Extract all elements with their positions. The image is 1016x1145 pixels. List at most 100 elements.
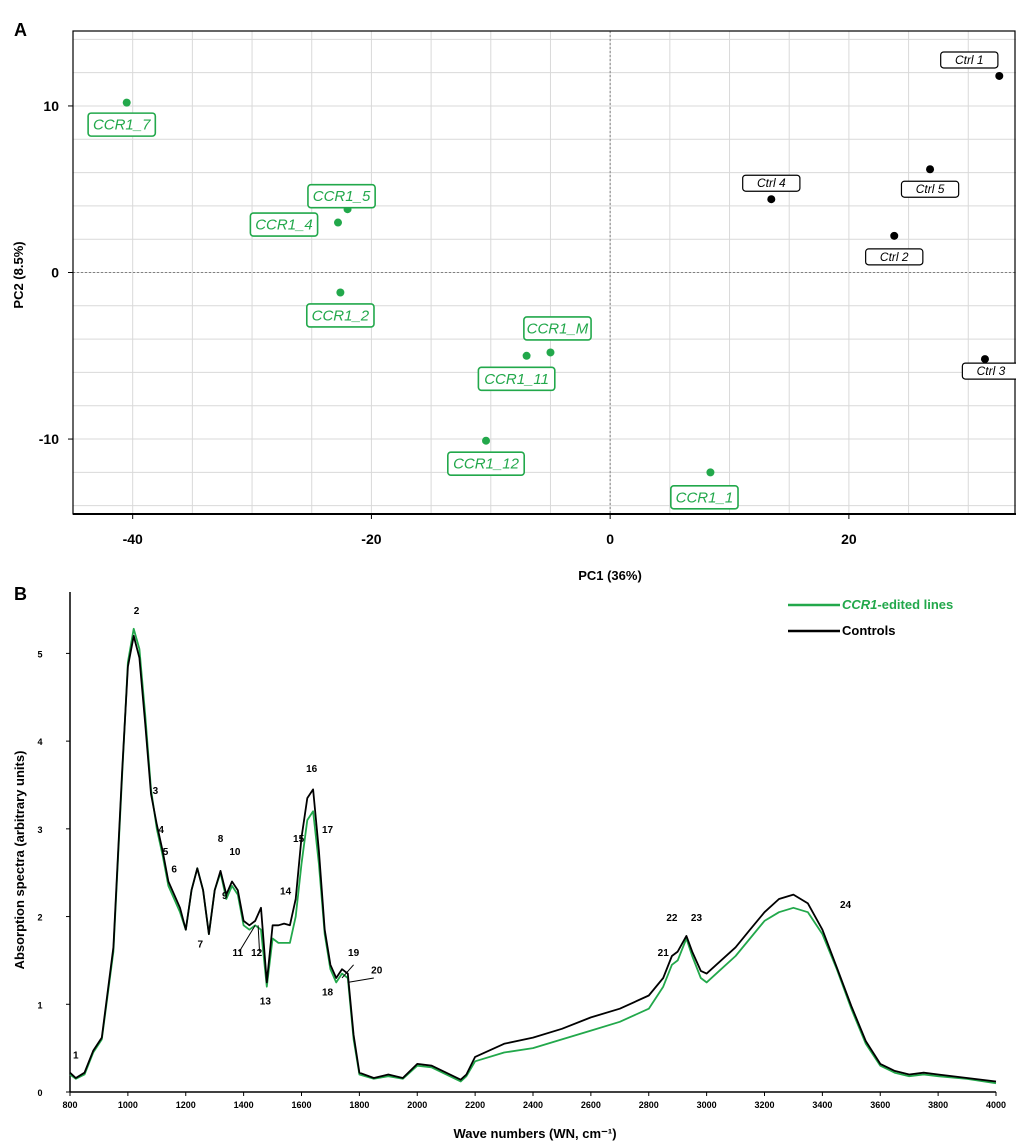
panel-b-series	[69, 627, 997, 1085]
peak-annotation: 3	[153, 786, 159, 797]
peak-annotation: 2	[134, 606, 140, 617]
peak-annotation: 21	[658, 948, 670, 959]
point-label: Ctrl 2	[880, 250, 909, 264]
panel-a-x-axis-label: PC1 (36%)	[578, 568, 642, 583]
point-label: CCR1_2	[312, 307, 370, 324]
peak-annotation: 14	[280, 887, 292, 898]
legend-edited-italic: CCR1	[842, 597, 877, 612]
x-tick-label: 2000	[407, 1100, 427, 1110]
point-ccr1-m	[546, 348, 555, 357]
point-label: CCR1_1	[676, 489, 734, 506]
x-tick-label: 3600	[870, 1100, 890, 1110]
peak-annotation: 12	[251, 948, 263, 959]
point-label-box	[447, 451, 526, 477]
peak-annotation: 22	[666, 913, 678, 924]
point-ccr1-4	[333, 218, 342, 227]
point-label-box	[961, 362, 1016, 380]
point-label: CCR1_7	[93, 117, 151, 134]
panel-b-x-axis-label: Wave numbers (WN, cm⁻¹)	[453, 1126, 616, 1141]
panel-b-y-axis-label: Absorption spectra (arbitrary units)	[12, 751, 27, 970]
x-tick-label: 1000	[118, 1100, 138, 1110]
x-tick-label: 0	[606, 531, 614, 547]
peak-annotation: 9	[222, 891, 228, 902]
point-label-box	[523, 316, 592, 341]
point-label: Ctrl 5	[916, 182, 945, 196]
x-tick-label: 800	[62, 1100, 77, 1110]
x-tick-label: 4000	[986, 1100, 1006, 1110]
point-label-box	[900, 180, 960, 198]
peak-annotation: 15	[293, 834, 305, 845]
point-label: Ctrl 1	[955, 53, 984, 67]
y-tick-label: 10	[43, 98, 59, 114]
peak-leader-line	[238, 925, 256, 952]
peak-annotation: 6	[171, 865, 177, 876]
point-ccr1-12	[482, 436, 491, 445]
point-ctrl-5	[926, 165, 935, 174]
x-tick-label: 2600	[581, 1100, 601, 1110]
legend-edited-text: -edited lines	[877, 597, 953, 612]
point-label-box	[87, 112, 157, 137]
y-tick-label: 1	[37, 1000, 42, 1010]
point-label-box	[477, 366, 556, 392]
y-tick-label: 3	[37, 825, 42, 835]
point-label-box	[940, 51, 999, 69]
x-tick-label: 2800	[639, 1100, 659, 1110]
point-label-box	[307, 183, 376, 209]
x-tick-label: 1600	[291, 1100, 311, 1110]
panel-b-label: B	[14, 584, 27, 604]
peak-annotation: 8	[218, 834, 224, 845]
peak-annotation: 1	[73, 1051, 79, 1062]
point-label: Ctrl 3	[977, 364, 1006, 378]
point-ccr1-7	[122, 98, 131, 107]
point-label: CCR1_M	[527, 320, 589, 337]
x-tick-label: 1400	[234, 1100, 254, 1110]
series-line-control	[69, 635, 997, 1083]
x-tick-label: 2200	[465, 1100, 485, 1110]
point-label: CCR1_5	[313, 188, 371, 205]
peak-leader-line	[341, 964, 354, 979]
peak-annotation: 17	[322, 825, 334, 836]
y-tick-label: 4	[37, 737, 42, 747]
point-label: CCR1_4	[255, 217, 313, 234]
peak-annotation: 5	[163, 847, 169, 858]
series-line-edited	[69, 627, 997, 1085]
x-tick-label: 2400	[523, 1100, 543, 1110]
peak-annotation: 11	[233, 948, 244, 959]
legend-control-label: Controls	[842, 623, 895, 638]
x-tick-label: 3000	[697, 1100, 717, 1110]
point-label-box	[865, 248, 924, 266]
peak-annotation: 16	[306, 764, 318, 775]
peak-annotation: 20	[371, 966, 383, 977]
point-ccr1-11	[522, 351, 531, 360]
y-tick-label: -10	[39, 431, 59, 447]
point-ctrl-2	[890, 231, 899, 240]
peak-annotation: 13	[260, 996, 272, 1007]
y-tick-label: 0	[51, 265, 59, 281]
point-ctrl-4	[767, 195, 776, 204]
x-tick-label: 3200	[754, 1100, 774, 1110]
peak-leader-line	[347, 977, 374, 983]
peak-annotation: 4	[158, 825, 164, 836]
y-tick-label: 5	[37, 649, 42, 659]
peak-leader-line	[257, 925, 261, 952]
point-ctrl-3	[980, 355, 989, 364]
point-ccr1-1	[706, 468, 715, 477]
panel-a-label: A	[14, 20, 27, 40]
panel-b-axes: 800 1000 1 20 0 1400 1600 1800 2000 2200 2400 2600 2…	[37, 592, 1006, 1110]
point-label: CCR1_12	[453, 456, 520, 473]
x-tick-label: 1800	[349, 1100, 369, 1110]
peak-annotation: 7	[197, 939, 203, 950]
x-tick-label: -20	[361, 531, 381, 547]
peak-annotation: 10	[229, 847, 241, 858]
x-tick-label: 20	[841, 531, 857, 547]
y-tick-label: 0	[37, 1088, 42, 1098]
peak-annotation: 23	[691, 913, 703, 924]
point-label-box	[249, 212, 319, 237]
point-ccr1-2	[336, 288, 345, 297]
peak-annotation: 24	[840, 900, 852, 911]
y-tick-label: 2	[37, 913, 42, 923]
point-label: Ctrl 4	[757, 176, 786, 190]
point-label-box	[305, 303, 375, 328]
